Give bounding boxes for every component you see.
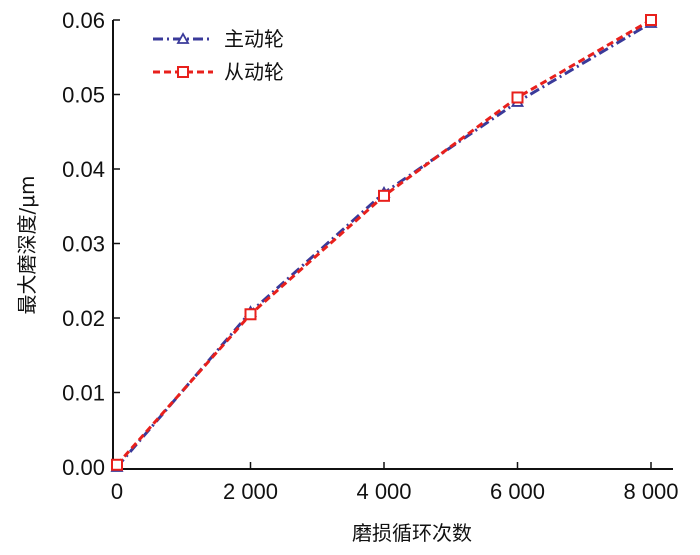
y-tick-label: 0.03 (62, 232, 105, 257)
series-markers (110, 14, 658, 472)
x-tick-label: 4 000 (356, 479, 411, 504)
tick-labels: 0.00 0.01 0.02 0.03 0.04 0.05 0.06 0 2 000 4 000 6… (62, 8, 678, 504)
y-tick-label: 0.05 (62, 83, 105, 108)
x-tick-label: 2 000 (223, 479, 278, 504)
tick-marks (113, 19, 652, 469)
x-tick-label: 6 000 (490, 479, 545, 504)
y-tick-label: 0.00 (62, 455, 105, 480)
legend-label-1: 主动轮 (224, 27, 284, 51)
x-tick-label: 8 000 (623, 479, 678, 504)
y-tick-label: 0.06 (62, 8, 105, 33)
series-line-2 (115, 18, 652, 466)
y-axis-title: 最大磨深度/μm (15, 176, 39, 315)
x-axis-title: 磨损循环次数 (352, 521, 472, 545)
axes (112, 20, 673, 470)
y-tick-label: 0.02 (62, 306, 105, 331)
legend-label-2: 从动轮 (224, 60, 284, 84)
data-point-square (645, 14, 657, 26)
legend-marker-square (177, 66, 189, 78)
data-point-square (244, 308, 257, 321)
legend-marker-triangle (176, 32, 190, 44)
series-line-1 (115, 21, 652, 468)
data-point-square (378, 189, 390, 202)
series-lines (115, 18, 652, 468)
x-tick-label: 0 (111, 479, 123, 504)
data-point-square (511, 91, 524, 104)
data-point-square (111, 458, 123, 471)
y-tick-label: 0.01 (62, 381, 105, 406)
y-tick-label: 0.04 (62, 157, 105, 182)
